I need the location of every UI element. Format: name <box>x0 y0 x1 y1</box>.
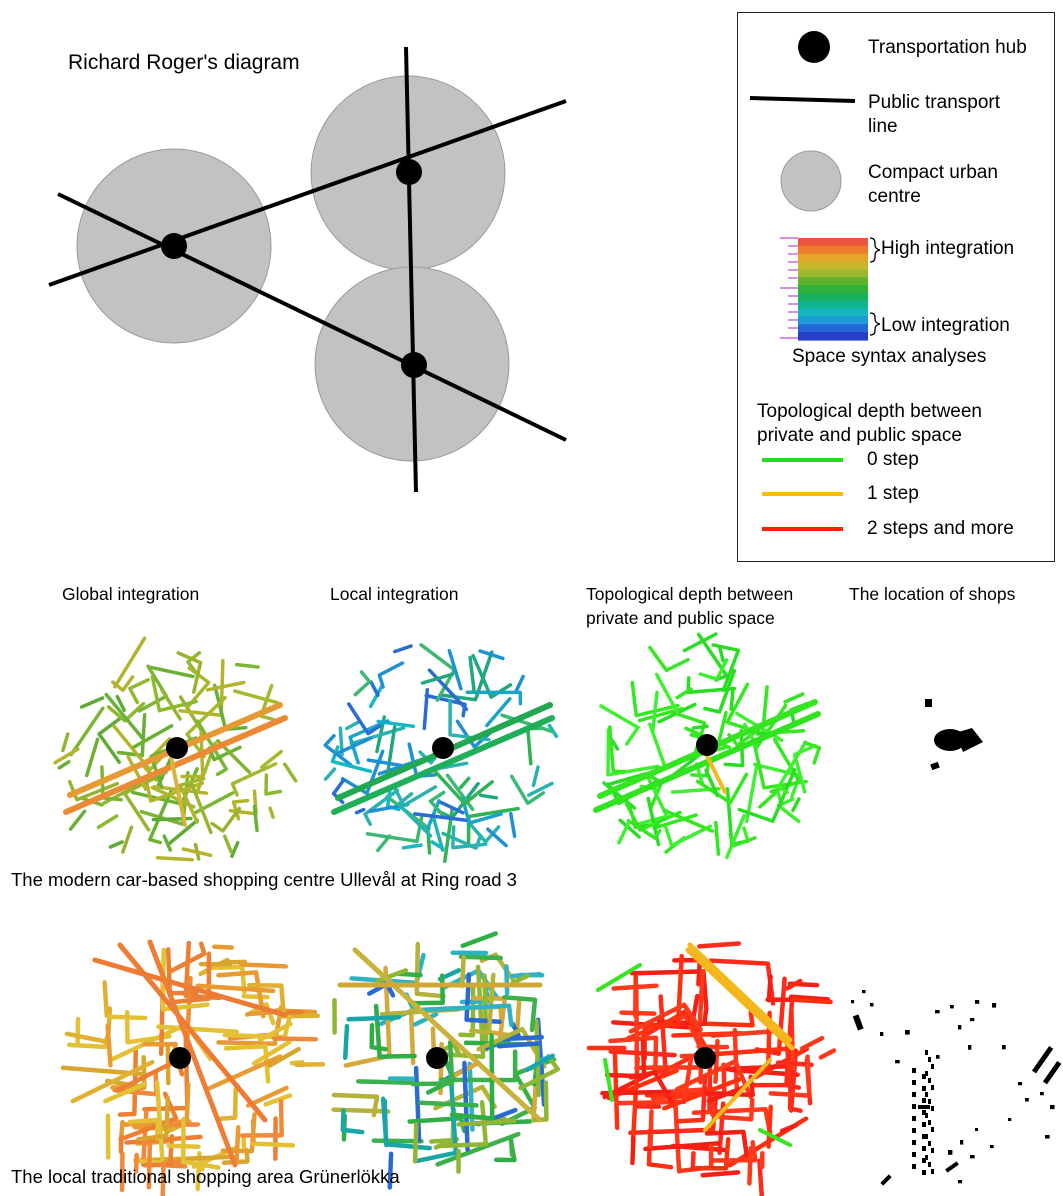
legend-hub-symbol <box>798 31 830 63</box>
legend-line-label-1: Public transport <box>868 92 1001 113</box>
row-caption-ulleval: The modern car-based shopping centre Ull… <box>11 869 517 890</box>
legend-centre-symbol <box>780 150 842 212</box>
map-depth-ulleval <box>593 632 822 860</box>
legend-low-brace <box>869 312 881 336</box>
legend-centre-label-1: Compact urban <box>868 162 998 183</box>
legend-high-label: High integration <box>881 238 1015 259</box>
map-global-grunerlokka <box>60 939 326 1196</box>
transport-line-1 <box>48 99 567 287</box>
row-caption-grunerlokka: The local traditional shopping area Grün… <box>11 1166 400 1187</box>
roger-diagram <box>48 46 567 493</box>
legend-centre-label-2: centre <box>868 186 921 207</box>
legend-syntax-label: Space syntax analyses <box>792 346 987 367</box>
map-local-ulleval <box>323 643 559 863</box>
legend-hub-label: Transportation hub <box>868 37 1027 58</box>
column-local-integration: Local integration <box>330 584 459 604</box>
map-local-grunerlokka <box>331 931 561 1190</box>
legend-line-symbol <box>749 96 856 103</box>
legend-step2-label: 2 steps and more <box>867 518 1014 539</box>
legend-symbols <box>749 31 881 531</box>
legend-high-brace <box>869 237 881 263</box>
legend-box <box>737 12 1055 562</box>
transport-hub-2 <box>396 159 422 185</box>
transport-line-3 <box>404 46 418 493</box>
legend-depth-label-2: private and public space <box>757 425 962 446</box>
legend-low-label: Low integration <box>881 315 1010 336</box>
map-depth-grunerlokka <box>586 941 837 1196</box>
legend-step0-label: 0 step <box>867 449 919 470</box>
network-maps <box>53 632 837 1196</box>
column-global-integration: Global integration <box>62 584 200 604</box>
legend-colorscale <box>798 238 868 341</box>
column-depth-1: Topological depth between <box>586 584 794 604</box>
column-shops: The location of shops <box>849 584 1016 604</box>
transport-line-2 <box>57 192 567 442</box>
legend-colorscale-ticks <box>780 237 798 339</box>
transport-hub-3 <box>401 352 427 378</box>
column-depth-2: private and public space <box>586 608 775 628</box>
diagram-title: Richard Roger's diagram <box>68 51 300 74</box>
map-global-ulleval <box>53 636 298 862</box>
legend-line-label-2: line <box>868 116 898 137</box>
legend-depth-label-1: Topological depth between <box>757 401 983 422</box>
transport-hub-1 <box>161 233 187 259</box>
legend-step1-label: 1 step <box>867 483 919 504</box>
shops-map-ulleval <box>925 699 983 771</box>
shops-map-grunerlokka <box>851 990 1062 1186</box>
